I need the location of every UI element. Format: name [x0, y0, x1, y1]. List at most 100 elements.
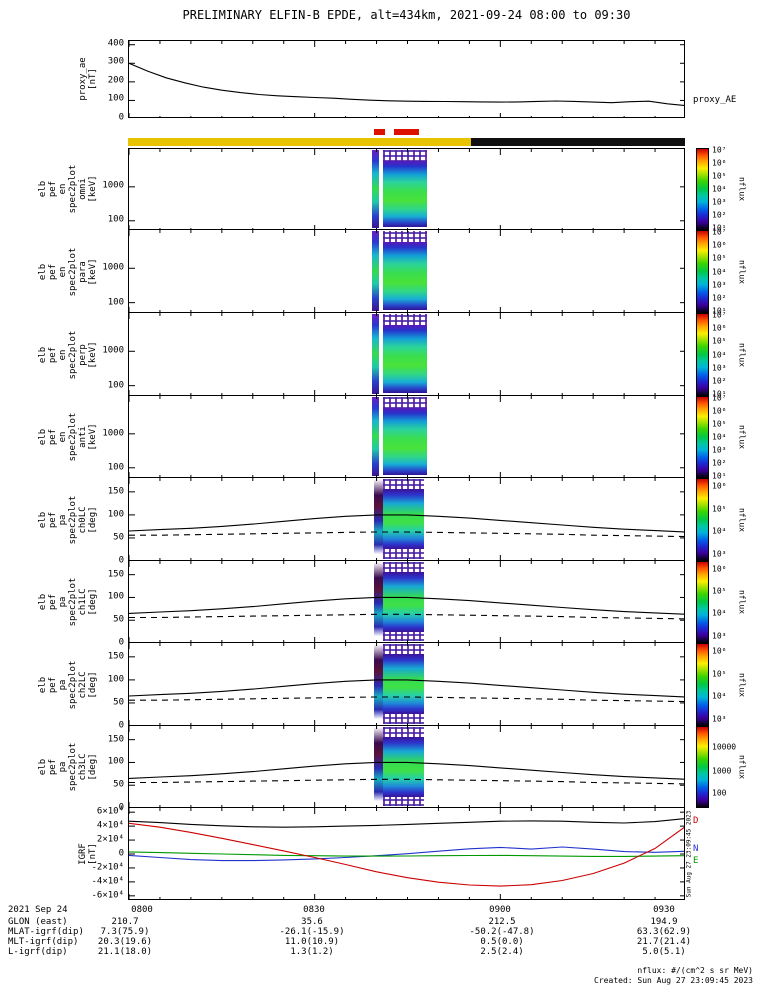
ytick-label: 0 [118, 802, 124, 813]
ytick-label: 50 [113, 779, 124, 790]
burst-stripe [371, 150, 380, 228]
colorbar-title: nflux [737, 507, 747, 532]
colorbar-tick-label: 10⁴ [712, 608, 727, 618]
plot-area-en-omni [128, 148, 685, 230]
colorbar-en-anti [696, 396, 709, 478]
plot-svg [129, 561, 684, 642]
ytick-label: 4×10⁴ [96, 820, 124, 831]
series-proxy_AE [129, 62, 684, 106]
plot-svg [129, 230, 684, 312]
burst-stripe [371, 397, 380, 476]
burst-speckle-bottom [382, 714, 424, 724]
date-label: 2021 Sep 24 [8, 905, 68, 915]
ytick-label: 150 [107, 486, 124, 497]
ytick-label: 150 [107, 569, 124, 580]
panel-proxy-ae: proxy_ae [nT] 0 100 200 300 400 proxy_AE [0, 38, 775, 122]
burst-stripe [374, 562, 383, 641]
ytick-label: 50 [113, 614, 124, 625]
panel-igrf: IGRF [nT] 6×10⁴ 4×10⁴ 2×10⁴ 0 -2×10⁴ -4×10⁴ -6×… [0, 807, 775, 900]
plot-area-proxy-ae [128, 40, 685, 118]
plot-svg [129, 478, 684, 560]
series-E [129, 851, 684, 857]
right-label-E: E [693, 856, 699, 867]
ytick-label: 0 [118, 555, 124, 566]
colorbar-tick-label: 10⁶ [712, 323, 727, 333]
right-label-proxy_AE: proxy_AE [693, 95, 737, 106]
colorbar-tick-label: 10⁴ [712, 432, 727, 442]
colorbar-tick-label: 10² [712, 458, 727, 468]
row-value: 7.3(75.9) [100, 927, 150, 937]
ytick-label: 300 [107, 56, 124, 67]
side-timestamp: Sun Aug 27 23:09:45 2023 [685, 810, 693, 898]
burst-blob [382, 727, 424, 806]
row-value: 20.3(19.6) [97, 937, 153, 947]
colorbar-tick-label: 10³ [712, 280, 727, 290]
colorbar-tick-label: 10⁶ [712, 646, 727, 656]
ytick-label: 1000 [102, 345, 124, 356]
right-label-D: D [693, 815, 699, 826]
colorbar-tick-label: 10⁵ [712, 586, 727, 596]
ytick-label: 0 [118, 848, 124, 859]
series-N [129, 846, 684, 862]
colorbar-pa-ch0lc [696, 478, 709, 561]
colorbar-tick-label: 10⁴ [712, 526, 727, 536]
plot-area-en-perp [128, 313, 685, 396]
ytick-label: 1000 [102, 262, 124, 273]
burst-core [382, 242, 428, 311]
colorbar-tick-label: 10⁶ [712, 564, 727, 574]
x-axis-annotations: 2021 Sep 24 0800 0830 0900 0930 GLON (east) 21… [0, 905, 775, 963]
plot-area-pa-ch2lc [128, 643, 685, 726]
plot-svg [129, 726, 684, 807]
ytick-label: 100 [107, 591, 124, 602]
ytick-label: 100 [107, 674, 124, 685]
ytick-label: 50 [113, 697, 124, 708]
footer: nflux: #/(cm^2 s sr MeV) Created: Sun Au… [594, 966, 753, 986]
ytick-label: 400 [107, 38, 124, 49]
colorbar-pa-ch3lc [696, 726, 709, 808]
colorbar-title: nflux [737, 176, 747, 202]
row-value: 194.9 [650, 917, 678, 927]
right-label-N: N [693, 844, 699, 855]
ytick-label: 1000 [102, 428, 124, 439]
colorbar-tick-label: 10⁶ [712, 240, 727, 250]
colorbar-tick-label: 10⁷ [712, 145, 727, 155]
panel-pa-ch3lc: elb pef pa spec2plot ch3LC [deg] 0 50 100 15… [0, 726, 775, 812]
burst-stripe [371, 231, 380, 311]
colorbar-en-perp [696, 313, 709, 396]
footer-units-note: nflux: #/(cm^2 s sr MeV) [637, 966, 753, 975]
ytick-label: 0 [118, 112, 124, 123]
series-anti-loss-cone [129, 778, 684, 785]
footer-created: Created: Sun Aug 27 23:09:45 2023 [594, 976, 753, 985]
ytick-label: 100 [107, 756, 124, 767]
panel-pa-ch2lc: elb pef pa spec2plot ch2LC [deg] 0 50 100 15… [0, 643, 775, 730]
row-value: -26.1(-15.9) [279, 927, 345, 937]
colorbar-title: nflux [737, 259, 747, 284]
burst-blob [382, 150, 428, 228]
colorbar-tick-label: 10³ [712, 631, 727, 641]
series-black [129, 818, 684, 828]
colorbar-title: nflux [737, 754, 747, 780]
burst-core [382, 408, 428, 476]
panel-pa-ch1lc: elb pef pa spec2plot ch1LC [deg] 0 50 100 15… [0, 561, 775, 647]
colorbar-tick-label: 10⁷ [712, 310, 727, 320]
ytick-label: 150 [107, 734, 124, 745]
ytick-label: 100 [107, 380, 124, 391]
time-tick-label: 0930 [653, 905, 675, 915]
colorbar-tick-label: 10⁵ [712, 419, 727, 429]
ytick-label: 1000 [102, 180, 124, 191]
plot-svg [129, 41, 684, 117]
colorbar-tick-label: 10² [712, 293, 727, 303]
row-value: 21.7(21.4) [636, 937, 692, 947]
series-loss-cone [129, 761, 684, 780]
plot-area-igrf [128, 808, 685, 900]
burst-core [382, 325, 428, 394]
colorbar-title: nflux [737, 342, 747, 367]
burst-stripe [374, 644, 383, 724]
plot-svg [129, 643, 684, 725]
burst-blob [382, 231, 428, 311]
row-label: MLAT-igrf(dip) [8, 927, 84, 937]
burst-blob [382, 397, 428, 476]
row-value: 35.6 [301, 917, 323, 927]
colorbar-en-omni [696, 148, 709, 230]
